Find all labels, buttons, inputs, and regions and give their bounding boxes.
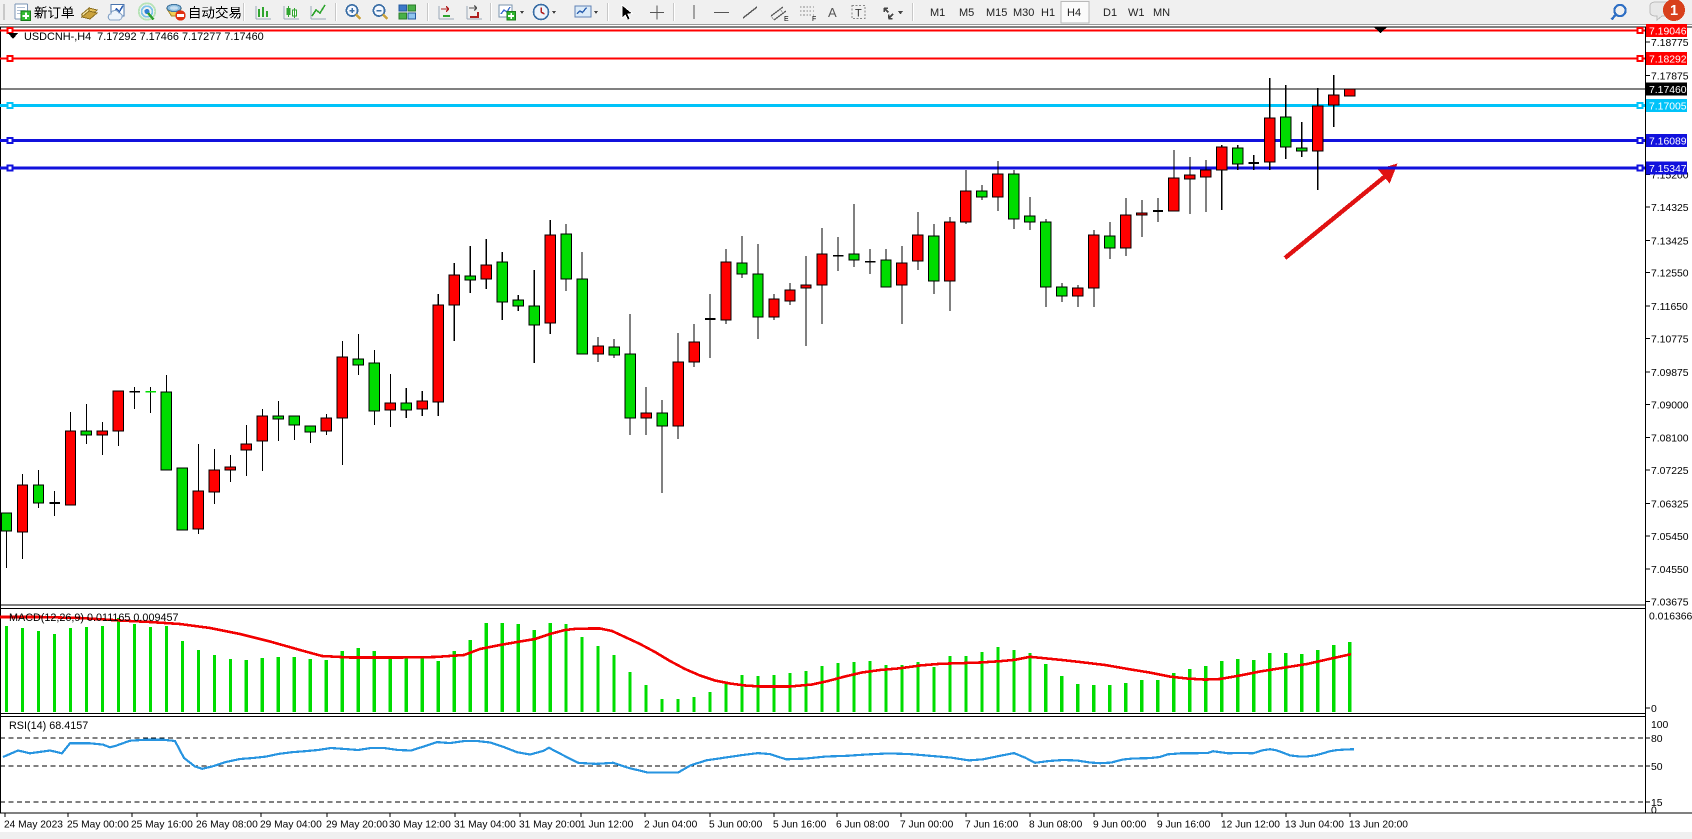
svg-text:7.03675: 7.03675 — [1651, 598, 1689, 609]
svg-text:26 May 08:00: 26 May 08:00 — [196, 820, 258, 831]
svg-text:50: 50 — [1651, 762, 1663, 773]
svg-text:5 Jun 00:00: 5 Jun 00:00 — [709, 820, 763, 831]
svg-text:9 Jun 16:00: 9 Jun 16:00 — [1157, 820, 1211, 831]
svg-text:A: A — [828, 5, 837, 20]
svg-text:30 May 12:00: 30 May 12:00 — [389, 820, 451, 831]
svg-text:M15: M15 — [986, 7, 1007, 19]
svg-text:2 Jun 04:00: 2 Jun 04:00 — [644, 820, 698, 831]
svg-text:F: F — [812, 16, 816, 23]
svg-text:H4: H4 — [1067, 7, 1081, 19]
svg-text:MN: MN — [1153, 7, 1170, 19]
svg-text:7.11650: 7.11650 — [1651, 302, 1688, 313]
svg-text:7 Jun 16:00: 7 Jun 16:00 — [965, 820, 1019, 831]
svg-text:24 May 2023: 24 May 2023 — [4, 820, 63, 831]
svg-text:7.13425: 7.13425 — [1651, 236, 1689, 247]
svg-text:0.016366: 0.016366 — [1649, 612, 1692, 623]
svg-text:6 Jun 08:00: 6 Jun 08:00 — [836, 820, 890, 831]
svg-text:29 May 20:00: 29 May 20:00 — [326, 820, 388, 831]
svg-text:7.04550: 7.04550 — [1651, 565, 1689, 576]
svg-text:W1: W1 — [1128, 7, 1145, 19]
svg-text:25 May 00:00: 25 May 00:00 — [67, 820, 129, 831]
svg-text:USDCNH-,H47.17292 7.17466 7.17: USDCNH-,H4 7.17292 7.17466 7.17277 7.1746… — [24, 31, 264, 43]
svg-text:T: T — [855, 8, 862, 20]
svg-text:RSI(14) 68.4157: RSI(14) 68.4157 — [9, 720, 88, 732]
svg-text:7.10775: 7.10775 — [1651, 335, 1689, 346]
svg-text:7.08100: 7.08100 — [1651, 434, 1689, 445]
svg-text:5 Jun 16:00: 5 Jun 16:00 — [773, 820, 827, 831]
svg-text:M1: M1 — [930, 7, 945, 19]
svg-text:7.14325: 7.14325 — [1651, 203, 1689, 214]
svg-text:7.05450: 7.05450 — [1651, 532, 1689, 543]
svg-text:80: 80 — [1651, 734, 1663, 745]
svg-text:7.17005: 7.17005 — [1649, 102, 1687, 113]
svg-text:7.19046: 7.19046 — [1649, 27, 1687, 38]
svg-text:29 May 04:00: 29 May 04:00 — [260, 820, 322, 831]
svg-text:31 May 20:00: 31 May 20:00 — [519, 820, 581, 831]
svg-text:12 Jun 12:00: 12 Jun 12:00 — [1221, 820, 1280, 831]
svg-text:100: 100 — [1651, 720, 1669, 731]
svg-text:7 Jun 00:00: 7 Jun 00:00 — [900, 820, 954, 831]
svg-text:7.17460: 7.17460 — [1649, 85, 1687, 96]
svg-text:7.09000: 7.09000 — [1651, 400, 1689, 411]
svg-text:7.12550: 7.12550 — [1651, 269, 1689, 280]
svg-text:H1: H1 — [1041, 7, 1055, 19]
svg-text:7.06325: 7.06325 — [1651, 499, 1689, 510]
svg-text:7.18292: 7.18292 — [1649, 55, 1687, 66]
svg-text:MACD(12,26,9) 0.011165 0.00945: MACD(12,26,9) 0.011165 0.009457 — [9, 612, 178, 624]
svg-text:0: 0 — [1651, 704, 1657, 715]
svg-text:13 Jun 20:00: 13 Jun 20:00 — [1349, 820, 1408, 831]
svg-text:25 May 16:00: 25 May 16:00 — [131, 820, 193, 831]
svg-text:0: 0 — [1651, 806, 1657, 817]
svg-text:31 May 04:00: 31 May 04:00 — [454, 820, 516, 831]
svg-text:8 Jun 08:00: 8 Jun 08:00 — [1029, 820, 1083, 831]
svg-text:1 Jun 12:00: 1 Jun 12:00 — [580, 820, 634, 831]
svg-text:7.09875: 7.09875 — [1651, 368, 1689, 379]
svg-text:7.15200: 7.15200 — [1651, 171, 1689, 182]
svg-text:7.17875: 7.17875 — [1651, 71, 1689, 82]
svg-text:7.18775: 7.18775 — [1651, 38, 1689, 49]
svg-text:7.15347: 7.15347 — [1649, 164, 1687, 175]
svg-text:15: 15 — [1651, 798, 1663, 809]
svg-text:7.07225: 7.07225 — [1651, 466, 1689, 477]
svg-text:E: E — [784, 16, 789, 23]
svg-text:9 Jun 00:00: 9 Jun 00:00 — [1093, 820, 1147, 831]
svg-text:M5: M5 — [959, 7, 974, 19]
svg-text:D1: D1 — [1103, 7, 1117, 19]
svg-text:7.16089: 7.16089 — [1649, 137, 1687, 148]
svg-text:M30: M30 — [1013, 7, 1034, 19]
svg-text:13 Jun 04:00: 13 Jun 04:00 — [1285, 820, 1344, 831]
svg-text:1: 1 — [1670, 3, 1678, 19]
